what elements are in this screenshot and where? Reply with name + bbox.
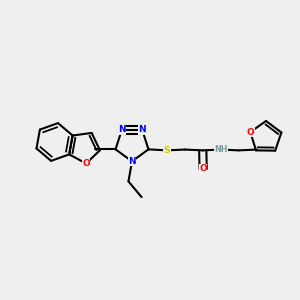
Text: O: O <box>82 159 90 168</box>
Text: N: N <box>138 125 146 134</box>
Text: N: N <box>118 125 126 134</box>
Text: O: O <box>247 128 254 136</box>
Text: O: O <box>199 164 207 173</box>
Text: N: N <box>128 157 136 166</box>
Text: NH: NH <box>214 145 227 154</box>
Text: S: S <box>164 146 170 155</box>
